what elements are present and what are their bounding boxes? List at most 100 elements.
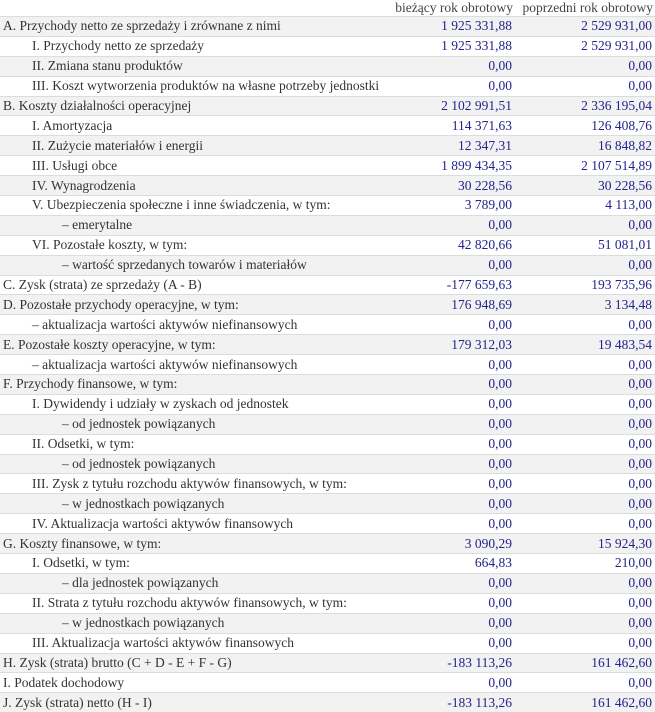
previous-year-value: 161 462,60: [515, 652, 655, 673]
current-year-value: 0,00: [390, 413, 515, 435]
previous-year-value: 51 081,01: [515, 234, 655, 256]
previous-year-value: 0,00: [515, 612, 655, 634]
current-year-value: 30 228,56: [390, 175, 515, 196]
row-label: A. Przychody netto ze sprzedaży i zrówna…: [0, 16, 390, 37]
table-row: – dla jednostek powiązanych 0,00 0,00: [0, 572, 655, 594]
row-label: – emerytalne: [0, 214, 390, 236]
previous-year-value: 0,00: [515, 75, 655, 97]
row-label: V. Ubezpieczenia społeczne i inne świadc…: [0, 195, 390, 216]
table-row: I. Podatek dochodowy 0,00 0,00: [0, 672, 655, 693]
table-row: III. Aktualizacja wartości aktywów finan…: [0, 632, 655, 653]
current-year-value: 114 371,63: [390, 115, 515, 136]
current-year-value: 42 820,66: [390, 234, 515, 256]
previous-year-value: 15 924,30: [515, 533, 655, 554]
table-row: I. Odsetki, w tym: 664,83 210,00: [0, 553, 655, 574]
current-year-value: 3 090,29: [390, 533, 515, 554]
row-label: I. Przychody netto ze sprzedaży: [0, 35, 390, 57]
previous-year-value: 16 848,82: [515, 135, 655, 156]
table-row: – wartość sprzedanych towarów i materiał…: [0, 254, 655, 276]
row-label: – od jednostek powiązanych: [0, 453, 390, 474]
current-year-value: 176 948,69: [390, 294, 515, 315]
table-row: A. Przychody netto ze sprzedaży i zrówna…: [0, 16, 655, 37]
table-row: – w jednostkach powiązanych 0,00 0,00: [0, 493, 655, 514]
table-row: F. Przychody finansowe, w tym: 0,00 0,00: [0, 374, 655, 395]
previous-year-value: 0,00: [515, 513, 655, 534]
table-row: III. Koszt wytworzenia produktów na włas…: [0, 75, 655, 97]
current-year-value: 0,00: [390, 612, 515, 634]
table-row: – emerytalne 0,00 0,00: [0, 214, 655, 236]
row-label: I. Amortyzacja: [0, 115, 390, 136]
row-label: II. Odsetki, w tym:: [0, 433, 390, 455]
table-row: – aktualizacja wartości aktywów niefinan…: [0, 314, 655, 335]
row-label: II. Strata z tytułu rozchodu aktywów fin…: [0, 592, 390, 614]
header-label: [0, 0, 390, 17]
table-row: J. Zysk (strata) netto (H - I) -183 113,2…: [0, 692, 655, 712]
table-row: G. Koszty finansowe, w tym: 3 090,29 15 92…: [0, 533, 655, 554]
row-label: I. Odsetki, w tym:: [0, 553, 390, 574]
previous-year-value: 2 107 514,89: [515, 155, 655, 176]
previous-year-value: 4 113,00: [515, 195, 655, 216]
current-year-value: 0,00: [390, 214, 515, 236]
previous-year-value: 210,00: [515, 553, 655, 574]
current-year-value: 0,00: [390, 513, 515, 534]
row-label: G. Koszty finansowe, w tym:: [0, 533, 390, 554]
row-label: – w jednostkach powiązanych: [0, 493, 390, 514]
current-year-value: 0,00: [390, 433, 515, 455]
row-label: – dla jednostek powiązanych: [0, 572, 390, 594]
row-label: IV. Aktualizacja wartości aktywów finans…: [0, 513, 390, 534]
current-year-value: 0,00: [390, 592, 515, 614]
header-current-year: bieżący rok obrotowy: [395, 0, 513, 15]
table-row: – w jednostkach powiązanych 0,00 0,00: [0, 612, 655, 634]
table-row: II. Zmiana stanu produktów 0,00 0,00: [0, 55, 655, 77]
previous-year-value: 0,00: [515, 374, 655, 395]
current-year-value: 0,00: [390, 314, 515, 335]
table-row: – od jednostek powiązanych 0,00 0,00: [0, 413, 655, 435]
row-label: III. Usługi obce: [0, 155, 390, 176]
row-label: I. Podatek dochodowy: [0, 672, 390, 693]
previous-year-value: 0,00: [515, 413, 655, 435]
current-year-value: 0,00: [390, 493, 515, 514]
header-previous-year: poprzedni rok obrotowy: [522, 0, 653, 15]
previous-year-value: 2 529 931,00: [515, 35, 655, 57]
table-row: II. Zużycie materiałów i energii 12 347,3…: [0, 135, 655, 156]
row-label: – wartość sprzedanych towarów i materiał…: [0, 254, 390, 276]
current-year-value: -177 659,63: [390, 274, 515, 295]
previous-year-value: 2 529 931,00: [515, 16, 655, 37]
table-row: VI. Pozostałe koszty, w tym: 42 820,66 51 …: [0, 234, 655, 256]
row-label: J. Zysk (strata) netto (H - I): [0, 692, 390, 712]
table-row: V. Ubezpieczenia społeczne i inne świadc…: [0, 195, 655, 216]
previous-year-value: 0,00: [515, 254, 655, 276]
table-row: H. Zysk (strata) brutto (C + D - E + F -…: [0, 652, 655, 673]
current-year-value: 0,00: [390, 672, 515, 693]
previous-year-value: 0,00: [515, 632, 655, 653]
current-year-value: 0,00: [390, 453, 515, 474]
current-year-value: 12 347,31: [390, 135, 515, 156]
row-label: C. Zysk (strata) ze sprzedaży (A - B): [0, 274, 390, 295]
current-year-value: 0,00: [390, 473, 515, 494]
row-label: VI. Pozostałe koszty, w tym:: [0, 234, 390, 256]
row-label: II. Zużycie materiałów i energii: [0, 135, 390, 156]
previous-year-value: 0,00: [515, 592, 655, 614]
row-label: III. Aktualizacja wartości aktywów finan…: [0, 632, 390, 653]
previous-year-value: 2 336 195,04: [515, 95, 655, 116]
table-row: E. Pozostałe koszty operacyjne, w tym: 17…: [0, 334, 655, 355]
row-label: II. Zmiana stanu produktów: [0, 55, 390, 77]
previous-year-value: 0,00: [515, 473, 655, 494]
table-row: I. Amortyzacja 114 371,63 126 408,76: [0, 115, 655, 136]
row-label: E. Pozostałe koszty operacyjne, w tym:: [0, 334, 390, 355]
previous-year-value: 0,00: [515, 354, 655, 375]
current-year-value: 0,00: [390, 254, 515, 276]
table-row: I. Dywidendy i udziały w zyskach od jedn…: [0, 393, 655, 415]
row-label: III. Koszt wytworzenia produktów na włas…: [0, 75, 390, 97]
current-year-value: -183 113,26: [390, 692, 515, 712]
table-row: D. Pozostałe przychody operacyjne, w tym…: [0, 294, 655, 315]
table-row: – od jednostek powiązanych 0,00 0,00: [0, 453, 655, 474]
previous-year-value: 0,00: [515, 55, 655, 77]
row-label: – od jednostek powiązanych: [0, 413, 390, 435]
current-year-value: 179 312,03: [390, 334, 515, 355]
table-row: – aktualizacja wartości aktywów niefinan…: [0, 354, 655, 375]
previous-year-value: 19 483,54: [515, 334, 655, 355]
previous-year-value: 0,00: [515, 453, 655, 474]
previous-year-value: 0,00: [515, 493, 655, 514]
